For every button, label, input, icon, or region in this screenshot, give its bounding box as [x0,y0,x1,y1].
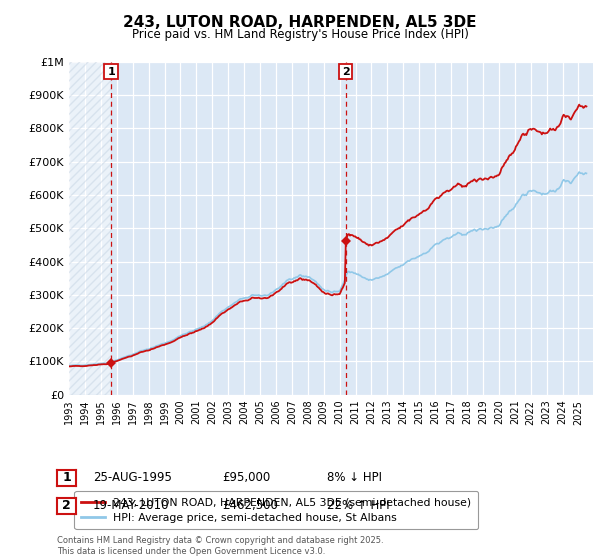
Text: 8% ↓ HPI: 8% ↓ HPI [327,471,382,484]
Text: 1: 1 [62,471,71,484]
Text: 22% ↑ HPI: 22% ↑ HPI [327,499,389,512]
Text: Contains HM Land Registry data © Crown copyright and database right 2025.
This d: Contains HM Land Registry data © Crown c… [57,536,383,556]
Text: £462,500: £462,500 [222,499,278,512]
Text: 19-MAY-2010: 19-MAY-2010 [93,499,170,512]
Legend: 243, LUTON ROAD, HARPENDEN, AL5 3DE (semi-detached house), HPI: Average price, s: 243, LUTON ROAD, HARPENDEN, AL5 3DE (sem… [74,491,478,529]
Text: 2: 2 [62,499,71,512]
Text: 25-AUG-1995: 25-AUG-1995 [93,471,172,484]
Text: 2: 2 [342,67,350,77]
Text: 1: 1 [107,67,115,77]
Text: Price paid vs. HM Land Registry's House Price Index (HPI): Price paid vs. HM Land Registry's House … [131,28,469,41]
Text: 243, LUTON ROAD, HARPENDEN, AL5 3DE: 243, LUTON ROAD, HARPENDEN, AL5 3DE [123,15,477,30]
Bar [69,62,111,395]
Text: £95,000: £95,000 [222,471,270,484]
